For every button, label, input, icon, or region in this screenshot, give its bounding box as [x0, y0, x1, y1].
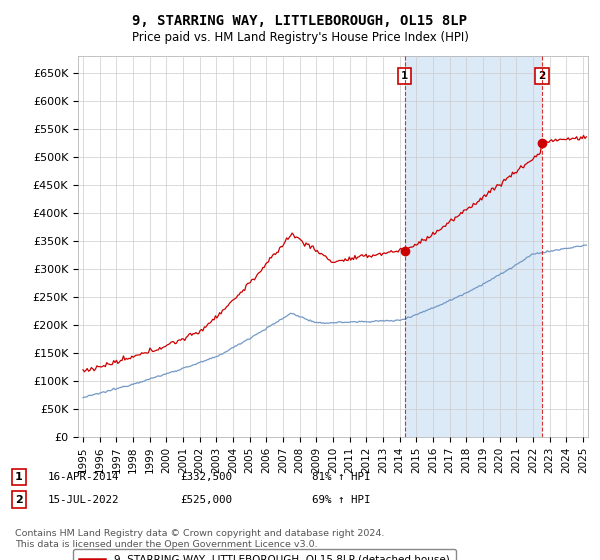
Text: £332,500: £332,500 [180, 472, 232, 482]
Text: 69% ↑ HPI: 69% ↑ HPI [312, 494, 371, 505]
Bar [404, 56, 542, 437]
Text: 9, STARRING WAY, LITTLEBOROUGH, OL15 8LP: 9, STARRING WAY, LITTLEBOROUGH, OL15 8LP [133, 14, 467, 28]
Text: Price paid vs. HM Land Registry's House Price Index (HPI): Price paid vs. HM Land Registry's House … [131, 31, 469, 44]
Text: 15-JUL-2022: 15-JUL-2022 [48, 494, 119, 505]
Text: 81% ↑ HPI: 81% ↑ HPI [312, 472, 371, 482]
Legend: 9, STARRING WAY, LITTLEBOROUGH, OL15 8LP (detached house), HPI: Average price, d: 9, STARRING WAY, LITTLEBOROUGH, OL15 8LP… [73, 549, 455, 560]
Text: 2: 2 [538, 71, 545, 81]
Text: 2: 2 [15, 494, 23, 505]
Text: 1: 1 [401, 71, 408, 81]
Text: Contains HM Land Registry data © Crown copyright and database right 2024.
This d: Contains HM Land Registry data © Crown c… [15, 529, 385, 549]
Text: 1: 1 [15, 472, 23, 482]
Text: 16-APR-2014: 16-APR-2014 [48, 472, 119, 482]
Text: £525,000: £525,000 [180, 494, 232, 505]
